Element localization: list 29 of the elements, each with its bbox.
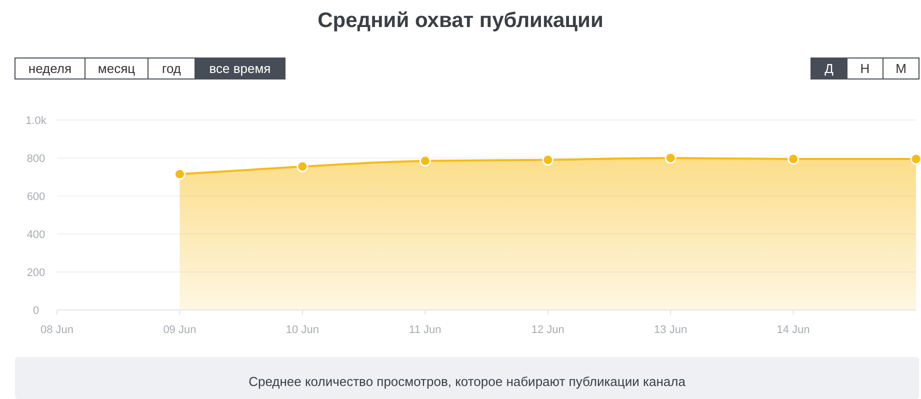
point — [664, 152, 676, 164]
point — [296, 160, 308, 172]
x-tick-label: 11 Jun — [409, 324, 442, 336]
y-tick-label: 1.0k — [26, 115, 47, 127]
toggle-button: Н — [846, 58, 884, 80]
toggle-button: М — [882, 58, 920, 80]
point — [788, 153, 800, 165]
y-tick-label: 800 — [26, 153, 46, 165]
point — [542, 154, 554, 166]
text: Среднее количество просмотров, которое набирают публикации канала — [248, 374, 686, 389]
y-tick-label: 600 — [26, 191, 46, 203]
y-tick-label: 0 — [32, 305, 40, 317]
y-tick-label: 400 — [26, 229, 46, 241]
point — [174, 168, 186, 180]
toggle-button: неделя — [14, 58, 86, 80]
x-tick-label: 10 Jun — [286, 324, 319, 336]
toggle-button: год — [148, 58, 196, 80]
x-tick-label: 08 Jun — [40, 324, 74, 336]
x-tick-label: 14 Jun — [776, 324, 810, 336]
toggle-button: все время — [194, 58, 286, 80]
y-tick-label: 200 — [26, 267, 46, 279]
toggle-button: Д — [810, 58, 848, 80]
point — [910, 153, 921, 165]
x-tick-label: 12 Jun — [531, 324, 564, 336]
point — [419, 155, 431, 167]
x-tick-label: 09 Jun — [163, 324, 196, 336]
chart-title: Средний охват публикации — [318, 9, 604, 32]
x-tick-label: 13 Jun — [654, 324, 688, 336]
toggle-button: месяц — [84, 58, 148, 80]
